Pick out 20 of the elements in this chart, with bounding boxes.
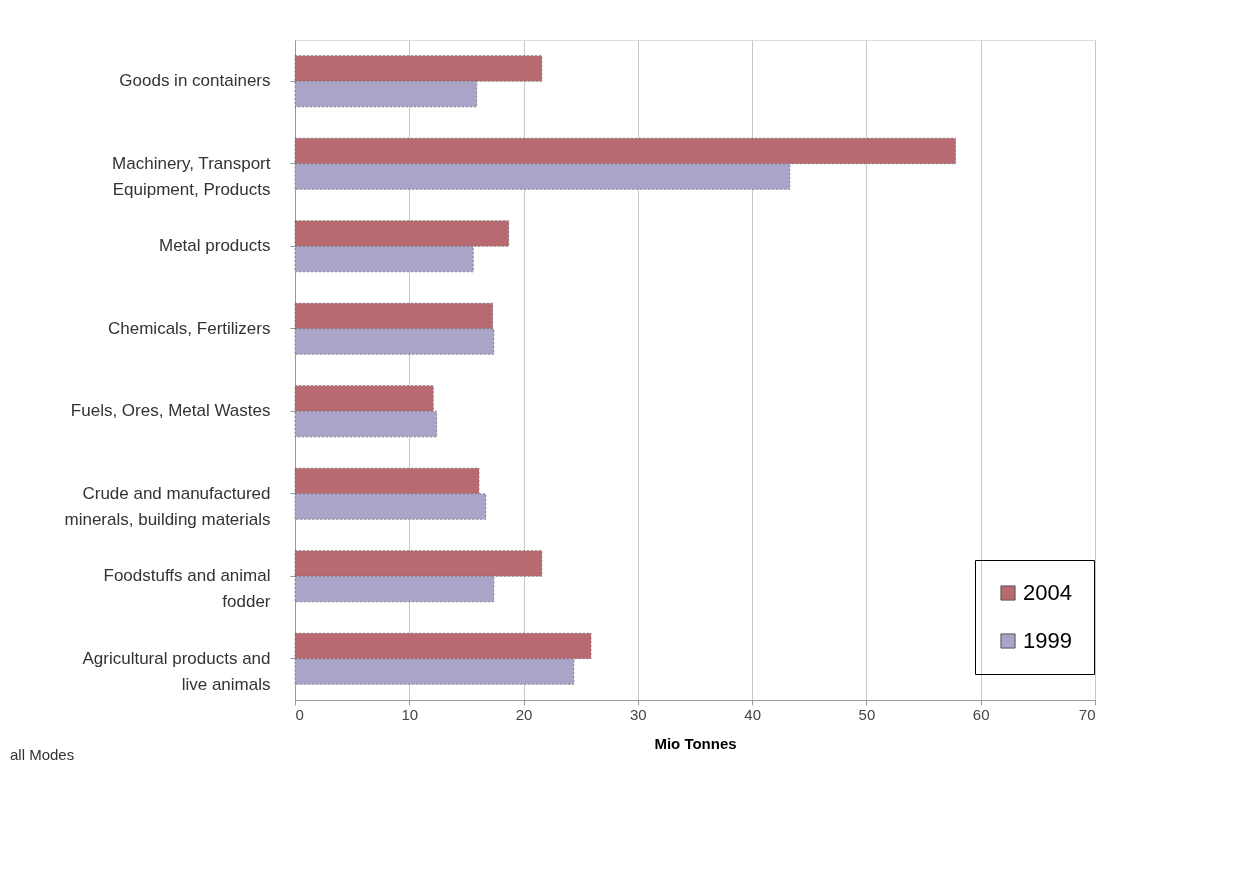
y-tick-label: Fuels, Ores, Metal Wastes <box>70 401 271 421</box>
x-tick-label: 60 <box>972 705 990 723</box>
x-tick-label: 20 <box>515 705 533 723</box>
x-tick-label: 0 <box>295 705 304 723</box>
x-tick-label: 10 <box>401 705 419 723</box>
x-tick-label: 30 <box>630 705 647 723</box>
y-tick-label: Foodstuffs and animal fodder <box>103 566 271 612</box>
y-tick-label: Chemicals, Fertilizers <box>108 318 271 338</box>
y-tick-label: Metal products <box>159 236 271 256</box>
x-tick-label: 70 <box>1078 705 1096 723</box>
legend-label: 2004 <box>1023 580 1072 605</box>
legend-label: 1999 <box>1023 628 1072 653</box>
y-tick-label: Machinery, Transport Equipment, Products <box>112 153 271 199</box>
y-tick-label: Crude and manufactured minerals, building materials <box>64 483 271 529</box>
y-tick-label: Agricultural products and live animals <box>82 648 271 694</box>
x-tick-label: 50 <box>858 705 876 723</box>
text: all Modes <box>10 746 75 763</box>
x-tick-label: 40 <box>744 705 761 723</box>
x-axis-title: Mio Tonnes <box>654 734 737 752</box>
y-tick-label: Goods in containers <box>119 71 271 91</box>
